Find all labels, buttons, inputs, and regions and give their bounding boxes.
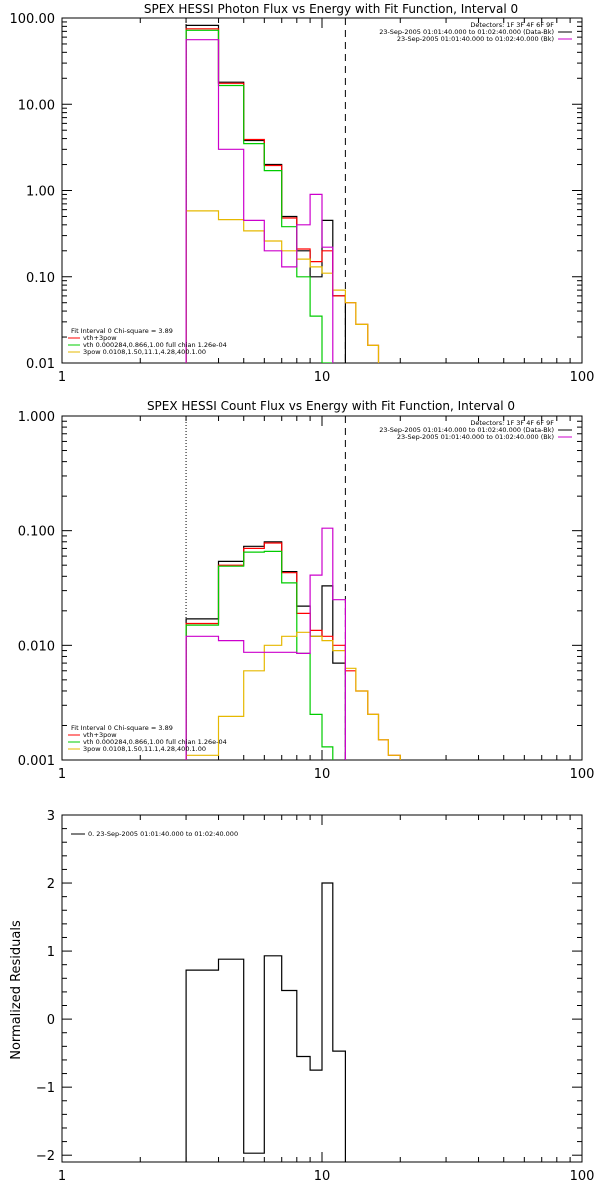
- x-tick-label: 100: [570, 370, 595, 385]
- series-line: [185, 527, 346, 760]
- x-tick-label: 10: [314, 370, 331, 385]
- x-tick-label: 10: [314, 767, 331, 782]
- series-line: [185, 39, 334, 363]
- count-panel-title: SPEX HESSI Count Flux vs Energy with Fit…: [147, 399, 515, 413]
- y-tick-label: 0.010: [18, 639, 55, 654]
- x-tick-label: 1: [58, 1169, 66, 1184]
- y-tick-label: −2: [36, 1149, 55, 1164]
- y-tick-label: 0.01: [26, 357, 55, 372]
- x-tick-label: 10: [314, 1169, 331, 1184]
- y-tick-label: 1.00: [26, 185, 55, 200]
- photon-flux-panel: SPEX HESSI Photon Flux vs Energy with Fi…: [10, 2, 595, 385]
- legend-top-entry: 23-Sep-2005 01:01:40.000 to 01:02:40.000…: [379, 28, 554, 36]
- y-tick-label: 3: [47, 809, 55, 824]
- legend-bottom-entry: vth 0.000284,0.866,1.00 full chian 1.26e…: [83, 341, 227, 349]
- x-tick-label: 1: [58, 767, 66, 782]
- y-tick-label: 0.001: [18, 754, 55, 769]
- residuals-y-label: Normalized Residuals: [9, 920, 24, 1060]
- series-line: [185, 882, 346, 1162]
- legend-top-entry: 23-Sep-2005 01:01:40.000 to 01:02:40.000…: [397, 433, 554, 441]
- y-tick-label: 2: [47, 877, 55, 892]
- legend-bottom-entry: vth 0.000284,0.866,1.00 full chian 1.26e…: [83, 738, 227, 746]
- y-tick-label: 0.100: [18, 525, 55, 540]
- photon-flux-plot: 1 10 100 0.01 0.10 1.00 10.00 100.00 Detectors: …: [10, 12, 595, 385]
- legend-bottom-entry: Fit Interval 0 Chi-square = 3.89: [71, 327, 173, 335]
- y-tick-label: 0.10: [26, 271, 55, 286]
- legend-bottom-entry: Fit Interval 0 Chi-square = 3.89: [71, 724, 173, 732]
- series-line: [185, 550, 334, 760]
- legend-top-entry: 23-Sep-2005 01:01:40.000 to 01:02:40.000…: [397, 35, 554, 43]
- x-tick-label: 100: [570, 767, 595, 782]
- y-tick-label: 100.00: [10, 12, 56, 27]
- legend-bottom-entry: vth+3pow: [83, 731, 117, 739]
- y-tick-label: 1: [47, 945, 55, 960]
- photon-panel-title: SPEX HESSI Photon Flux vs Energy with Fi…: [144, 2, 518, 16]
- legend-entry: 0. 23-Sep-2005 01:01:40.000 to 01:02:40.…: [88, 830, 238, 838]
- x-tick-label: 100: [570, 1169, 595, 1184]
- series-line: [185, 210, 380, 363]
- residuals-panel: Normalized Residuals 1 10 100 −2 −1 0 1 2 3 0. 23…: [9, 809, 594, 1184]
- legend-bottom-entry: 3pow 0.0108,1.50,11.1,4.28,400.1.00: [83, 745, 206, 753]
- legend-top-entry: 23-Sep-2005 01:01:40.000 to 01:02:40.000…: [379, 426, 554, 434]
- y-tick-label: −1: [36, 1081, 55, 1096]
- y-tick-label: 10.00: [18, 98, 55, 113]
- series-line: [185, 29, 333, 363]
- series-line: [185, 541, 346, 760]
- plot-frame: [61, 17, 583, 364]
- count-flux-panel: SPEX HESSI Count Flux vs Energy with Fit…: [18, 399, 595, 782]
- legend-bottom-entry: vth+3pow: [83, 334, 117, 342]
- count-flux-plot: 1 10 100 0.001 0.010 0.100 1.000 Detectors: 1F …: [18, 410, 595, 782]
- series-line: [185, 631, 401, 760]
- legend-top-entry: Detectors: 1F 3F 4F 6F 9F: [470, 21, 554, 29]
- residuals-plot: 1 10 100 −2 −1 0 1 2 3 0. 23-Sep-2005 01:01:40.00…: [36, 809, 595, 1184]
- x-tick-label: 1: [58, 370, 66, 385]
- y-tick-label: 0: [47, 1013, 55, 1028]
- legend-bottom-entry: 3pow 0.0108,1.50,11.1,4.28,400.1.00: [83, 348, 206, 356]
- y-tick-label: 1.000: [18, 410, 55, 425]
- series-line: [185, 24, 346, 363]
- legend-top-entry: Detectors: 1F 3F 4F 6F 9F: [470, 419, 554, 427]
